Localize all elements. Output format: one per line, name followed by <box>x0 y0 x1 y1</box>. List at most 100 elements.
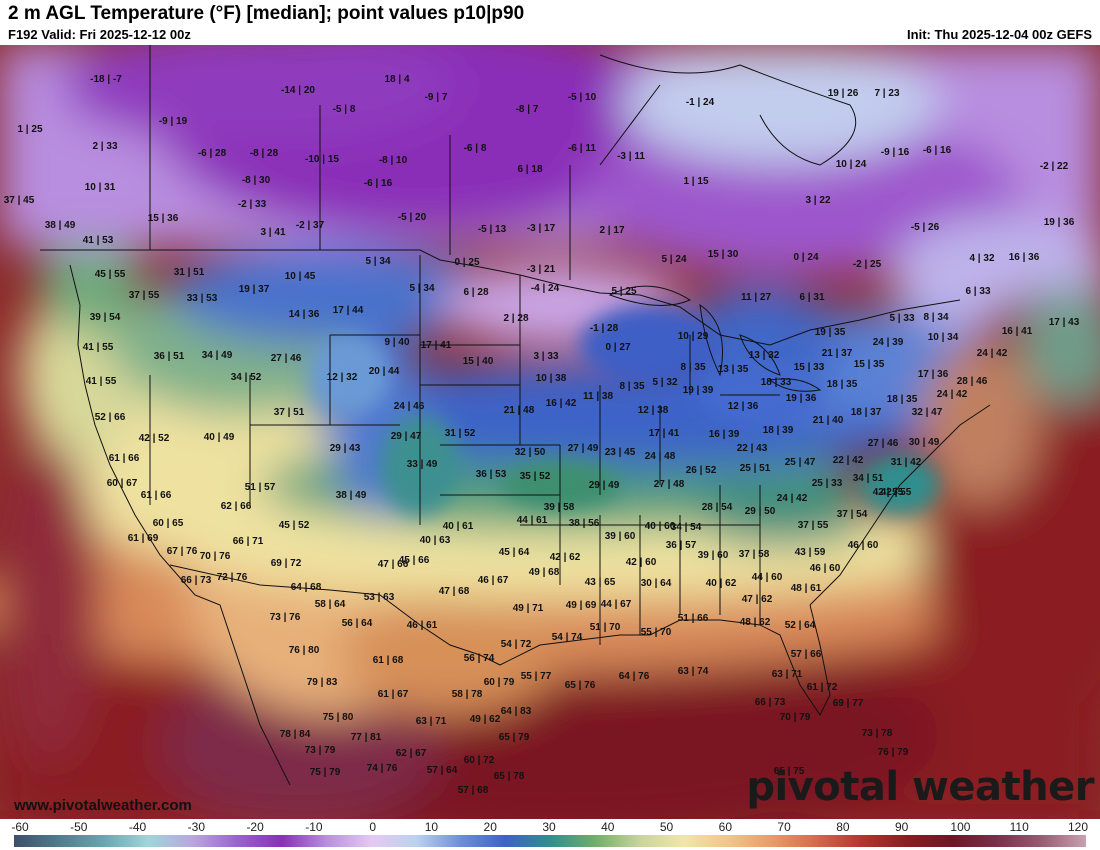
point-value-label: 25 | 47 <box>785 457 816 468</box>
point-value-label: -5 | 26 <box>911 222 940 233</box>
point-value-label: 47 | 66 <box>378 559 409 570</box>
point-value-label: 61 | 68 <box>373 655 404 666</box>
point-value-label: -8 | 7 <box>516 104 539 115</box>
point-value-label: -9 | 7 <box>425 92 448 103</box>
point-value-label: 5 | 24 <box>661 254 686 265</box>
point-value-label: 18 | 37 <box>851 407 882 418</box>
point-value-label: 2 | 33 <box>92 141 117 152</box>
point-value-label: 49 | 71 <box>513 603 544 614</box>
point-value-label: 73 | 79 <box>305 745 336 756</box>
point-value-label: 41 | 55 <box>86 376 117 387</box>
point-value-label: 19 | 37 <box>239 284 270 295</box>
point-value-label: 60 | 79 <box>484 677 515 688</box>
point-value-label: 60 | 67 <box>107 478 138 489</box>
watermark-logo: pivotal weather <box>746 764 1094 810</box>
point-value-label: 16 | 42 <box>546 398 577 409</box>
point-value-label: 37 | 55 <box>129 290 160 301</box>
point-value-label: 37 | 55 <box>798 520 829 531</box>
point-value-label: 42 | 52 <box>139 433 170 444</box>
point-value-label: 10 | 31 <box>85 182 116 193</box>
point-value-label: 26 | 52 <box>686 465 717 476</box>
colorbar-tick-label: 20 <box>483 820 497 834</box>
colorbar-tick-label: -30 <box>187 820 205 834</box>
point-value-label: 24 | 42 <box>937 389 968 400</box>
point-value-label: 29 | 49 <box>589 480 620 491</box>
point-value-label: 27 | 48 <box>654 479 685 490</box>
point-value-label: -9 | 16 <box>881 147 910 158</box>
point-value-label: 51 | 70 <box>590 622 621 633</box>
point-value-label: 11 | 38 <box>583 391 613 402</box>
point-value-label: 16 | 36 <box>1009 252 1040 263</box>
point-value-label: 75 | 80 <box>323 712 354 723</box>
point-value-label: 69 | 77 <box>833 698 864 709</box>
point-value-label: -2 | 37 <box>296 220 325 231</box>
point-value-label: 38 | 49 <box>336 490 367 501</box>
point-value-label: 5 | 32 <box>652 377 677 388</box>
colorbar-tick-label: 0 <box>369 820 376 834</box>
point-value-label: 17 | 43 <box>1049 317 1080 328</box>
point-value-label: 3 | 33 <box>533 351 558 362</box>
point-value-label: 18 | 35 <box>827 379 858 390</box>
point-value-label: 65 | 75 <box>774 766 805 777</box>
point-value-label: 23 | 45 <box>605 447 636 458</box>
point-value-label: 57 | 68 <box>458 785 489 796</box>
point-value-label: 39 | 60 <box>698 550 729 561</box>
point-value-label: 24 | 46 <box>394 401 425 412</box>
point-value-label: 12 | 36 <box>728 401 759 412</box>
point-value-label: 14 | 36 <box>289 309 320 320</box>
point-value-label: 2 | 28 <box>503 313 528 324</box>
point-value-label: -5 | 20 <box>398 212 427 223</box>
point-value-label: 16 | 41 <box>1002 326 1033 337</box>
point-value-label: 31 | 52 <box>445 428 476 439</box>
point-value-label: 6 | 31 <box>799 292 824 303</box>
point-value-label: 37 | 54 <box>837 509 868 520</box>
point-value-label: 61 | 69 <box>128 533 159 544</box>
colorbar: -60 -50 -40 -30 -20 -10 0 10 20 30 40 50 60 70 80 90 100… <box>0 819 1100 850</box>
point-value-label: 45 | 55 <box>95 269 126 280</box>
point-value-label: 17 | 36 <box>918 369 949 380</box>
point-value-label: 10 | 24 <box>836 159 867 170</box>
point-value-label: 11 | 27 <box>741 292 771 303</box>
point-value-label: -6 | 16 <box>364 178 393 189</box>
point-value-label: 66 | 73 <box>181 575 212 586</box>
point-value-label: -5 | 8 <box>333 104 356 115</box>
map-canvas: -18 | -7 18 | 4 -14 | 20 -9 | 7 -5 | 10 -1 | … <box>0 45 1100 819</box>
point-value-label: 54 | 74 <box>552 632 583 643</box>
colorbar-tick-label: -10 <box>305 820 323 834</box>
point-value-label: 64 | 83 <box>501 706 532 717</box>
point-value-label: 48 | 61 <box>791 583 822 594</box>
point-value-label: 42 | 55 <box>881 487 912 498</box>
point-value-label: -8 | 30 <box>242 175 271 186</box>
colorbar-gradient <box>14 835 1086 847</box>
point-value-label: -5 | 13 <box>478 224 507 235</box>
map-title: 2 m AGL Temperature (°F) [median]; point… <box>8 3 525 24</box>
point-value-label: -8 | 28 <box>250 148 279 159</box>
point-value-label: 56 | 64 <box>342 618 373 629</box>
point-value-label: 0 | 25 <box>454 257 479 268</box>
point-value-label: 61 | 66 <box>141 490 172 501</box>
point-value-label: 34 | 51 <box>853 473 884 484</box>
colorbar-tick-label: -20 <box>246 820 264 834</box>
point-value-label: 36 | 57 <box>666 540 697 551</box>
point-value-label: 4 | 32 <box>969 253 994 264</box>
point-value-label: -8 | 10 <box>379 155 408 166</box>
point-value-label: 39 | 58 <box>544 502 575 513</box>
point-value-label: 7 | 23 <box>874 88 899 99</box>
point-value-label: 70 | 79 <box>780 712 811 723</box>
point-value-label: 46 | 67 <box>478 575 509 586</box>
point-value-label: 6 | 28 <box>463 287 488 298</box>
point-value-label: 37 | 58 <box>739 549 770 560</box>
point-value-label: 76 | 80 <box>289 645 320 656</box>
point-values: -18 | -7 18 | 4 -14 | 20 -9 | 7 -5 | 10 -1 | … <box>4 74 1080 796</box>
point-value-label: -2 | 22 <box>1040 161 1069 172</box>
point-value-label: 65 | 76 <box>565 680 596 691</box>
point-value-label: 16 | 39 <box>709 429 740 440</box>
point-value-label: 24 | 42 <box>777 493 808 504</box>
point-value-label: 3 | 22 <box>805 195 830 206</box>
point-value-label: 76 | 79 <box>878 747 909 758</box>
point-value-label: -3 | 17 <box>527 223 556 234</box>
point-value-label: 47 | 62 <box>742 594 773 605</box>
point-value-label: -14 | 20 <box>281 85 315 96</box>
map-borders <box>40 45 991 786</box>
point-value-label: 32 | 47 <box>912 407 943 418</box>
